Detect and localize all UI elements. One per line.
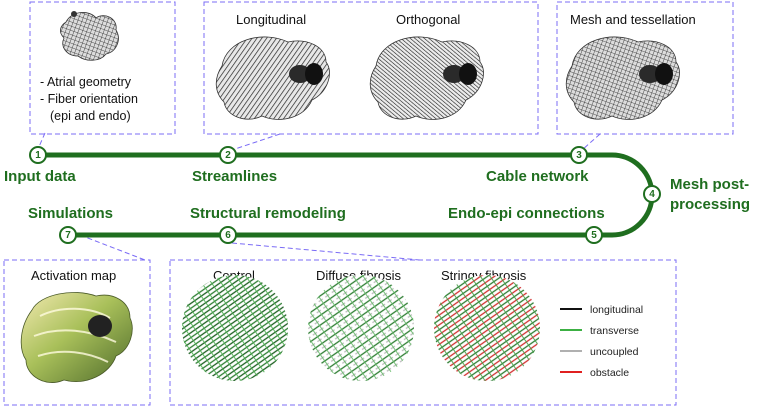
- mesh-title: Mesh and tessellation: [570, 12, 696, 27]
- node-2[interactable]: 2: [219, 146, 237, 164]
- step-label-cable-network: Cable network: [486, 168, 589, 185]
- input-line-2: - Fiber orientation: [40, 92, 138, 106]
- node-6[interactable]: 6: [219, 226, 237, 244]
- mesh-tessellation-image: [565, 36, 680, 120]
- legend-label-longitudinal: longitudinal: [590, 304, 643, 316]
- panel-remodeling: [169, 259, 677, 406]
- step-label-endo-epi: Endo-epi connections: [448, 205, 605, 222]
- atrial-geometry-image: [60, 11, 119, 61]
- streamlines-title-orthogonal: Orthogonal: [396, 12, 460, 27]
- legend-item-transverse: transverse: [560, 325, 639, 337]
- legend-item-obstacle: obstacle: [560, 367, 629, 379]
- panel-mesh: [556, 1, 734, 135]
- legend: longitudinal transverse uncoupled obstac…: [560, 304, 643, 379]
- control-fibrosis-disc: [182, 275, 288, 381]
- node-1-number: 1: [35, 150, 41, 161]
- node-3[interactable]: 3: [570, 146, 588, 164]
- node-7-number: 7: [65, 230, 71, 241]
- stringy-fibrosis-disc: [434, 275, 540, 381]
- longitudinal-fibers-image: [215, 36, 330, 120]
- pipeline-track: [35, 152, 655, 238]
- panel-connectors: [37, 132, 601, 261]
- orthogonal-fibers-image: [369, 36, 484, 120]
- node-1[interactable]: 1: [29, 146, 47, 164]
- input-line-3: (epi and endo): [50, 109, 131, 123]
- panel-activation: [3, 259, 151, 406]
- node-5-number: 5: [591, 230, 597, 241]
- node-6-number: 6: [225, 230, 231, 241]
- node-2-number: 2: [225, 150, 231, 161]
- step-label-streamlines: Streamlines: [192, 168, 277, 185]
- legend-item-uncoupled: uncoupled: [560, 346, 639, 358]
- step-label-simulations: Simulations: [28, 205, 113, 222]
- legend-label-uncoupled: uncoupled: [590, 346, 639, 358]
- input-line-1: - Atrial geometry: [40, 75, 132, 89]
- legend-item-longitudinal: longitudinal: [560, 304, 643, 316]
- step-label-input-data: Input data: [4, 168, 76, 185]
- step-label-mesh-post-2: processing: [670, 196, 750, 213]
- panel-streamlines: [203, 1, 539, 135]
- panel-input: [29, 1, 176, 135]
- legend-label-obstacle: obstacle: [590, 367, 629, 379]
- step-label-structural-remodeling: Structural remodeling: [190, 205, 346, 222]
- node-4-number: 4: [649, 189, 655, 200]
- step-label-mesh-post-1: Mesh post-: [670, 176, 749, 193]
- node-3-number: 3: [576, 150, 582, 161]
- streamlines-title-longitudinal: Longitudinal: [236, 12, 306, 27]
- node-4[interactable]: 4: [643, 185, 661, 203]
- node-7[interactable]: 7: [59, 226, 77, 244]
- node-5[interactable]: 5: [585, 226, 603, 244]
- activation-map-image: [20, 292, 133, 383]
- diffuse-fibrosis-disc: [308, 275, 414, 381]
- activation-title: Activation map: [31, 268, 116, 283]
- legend-label-transverse: transverse: [590, 325, 639, 337]
